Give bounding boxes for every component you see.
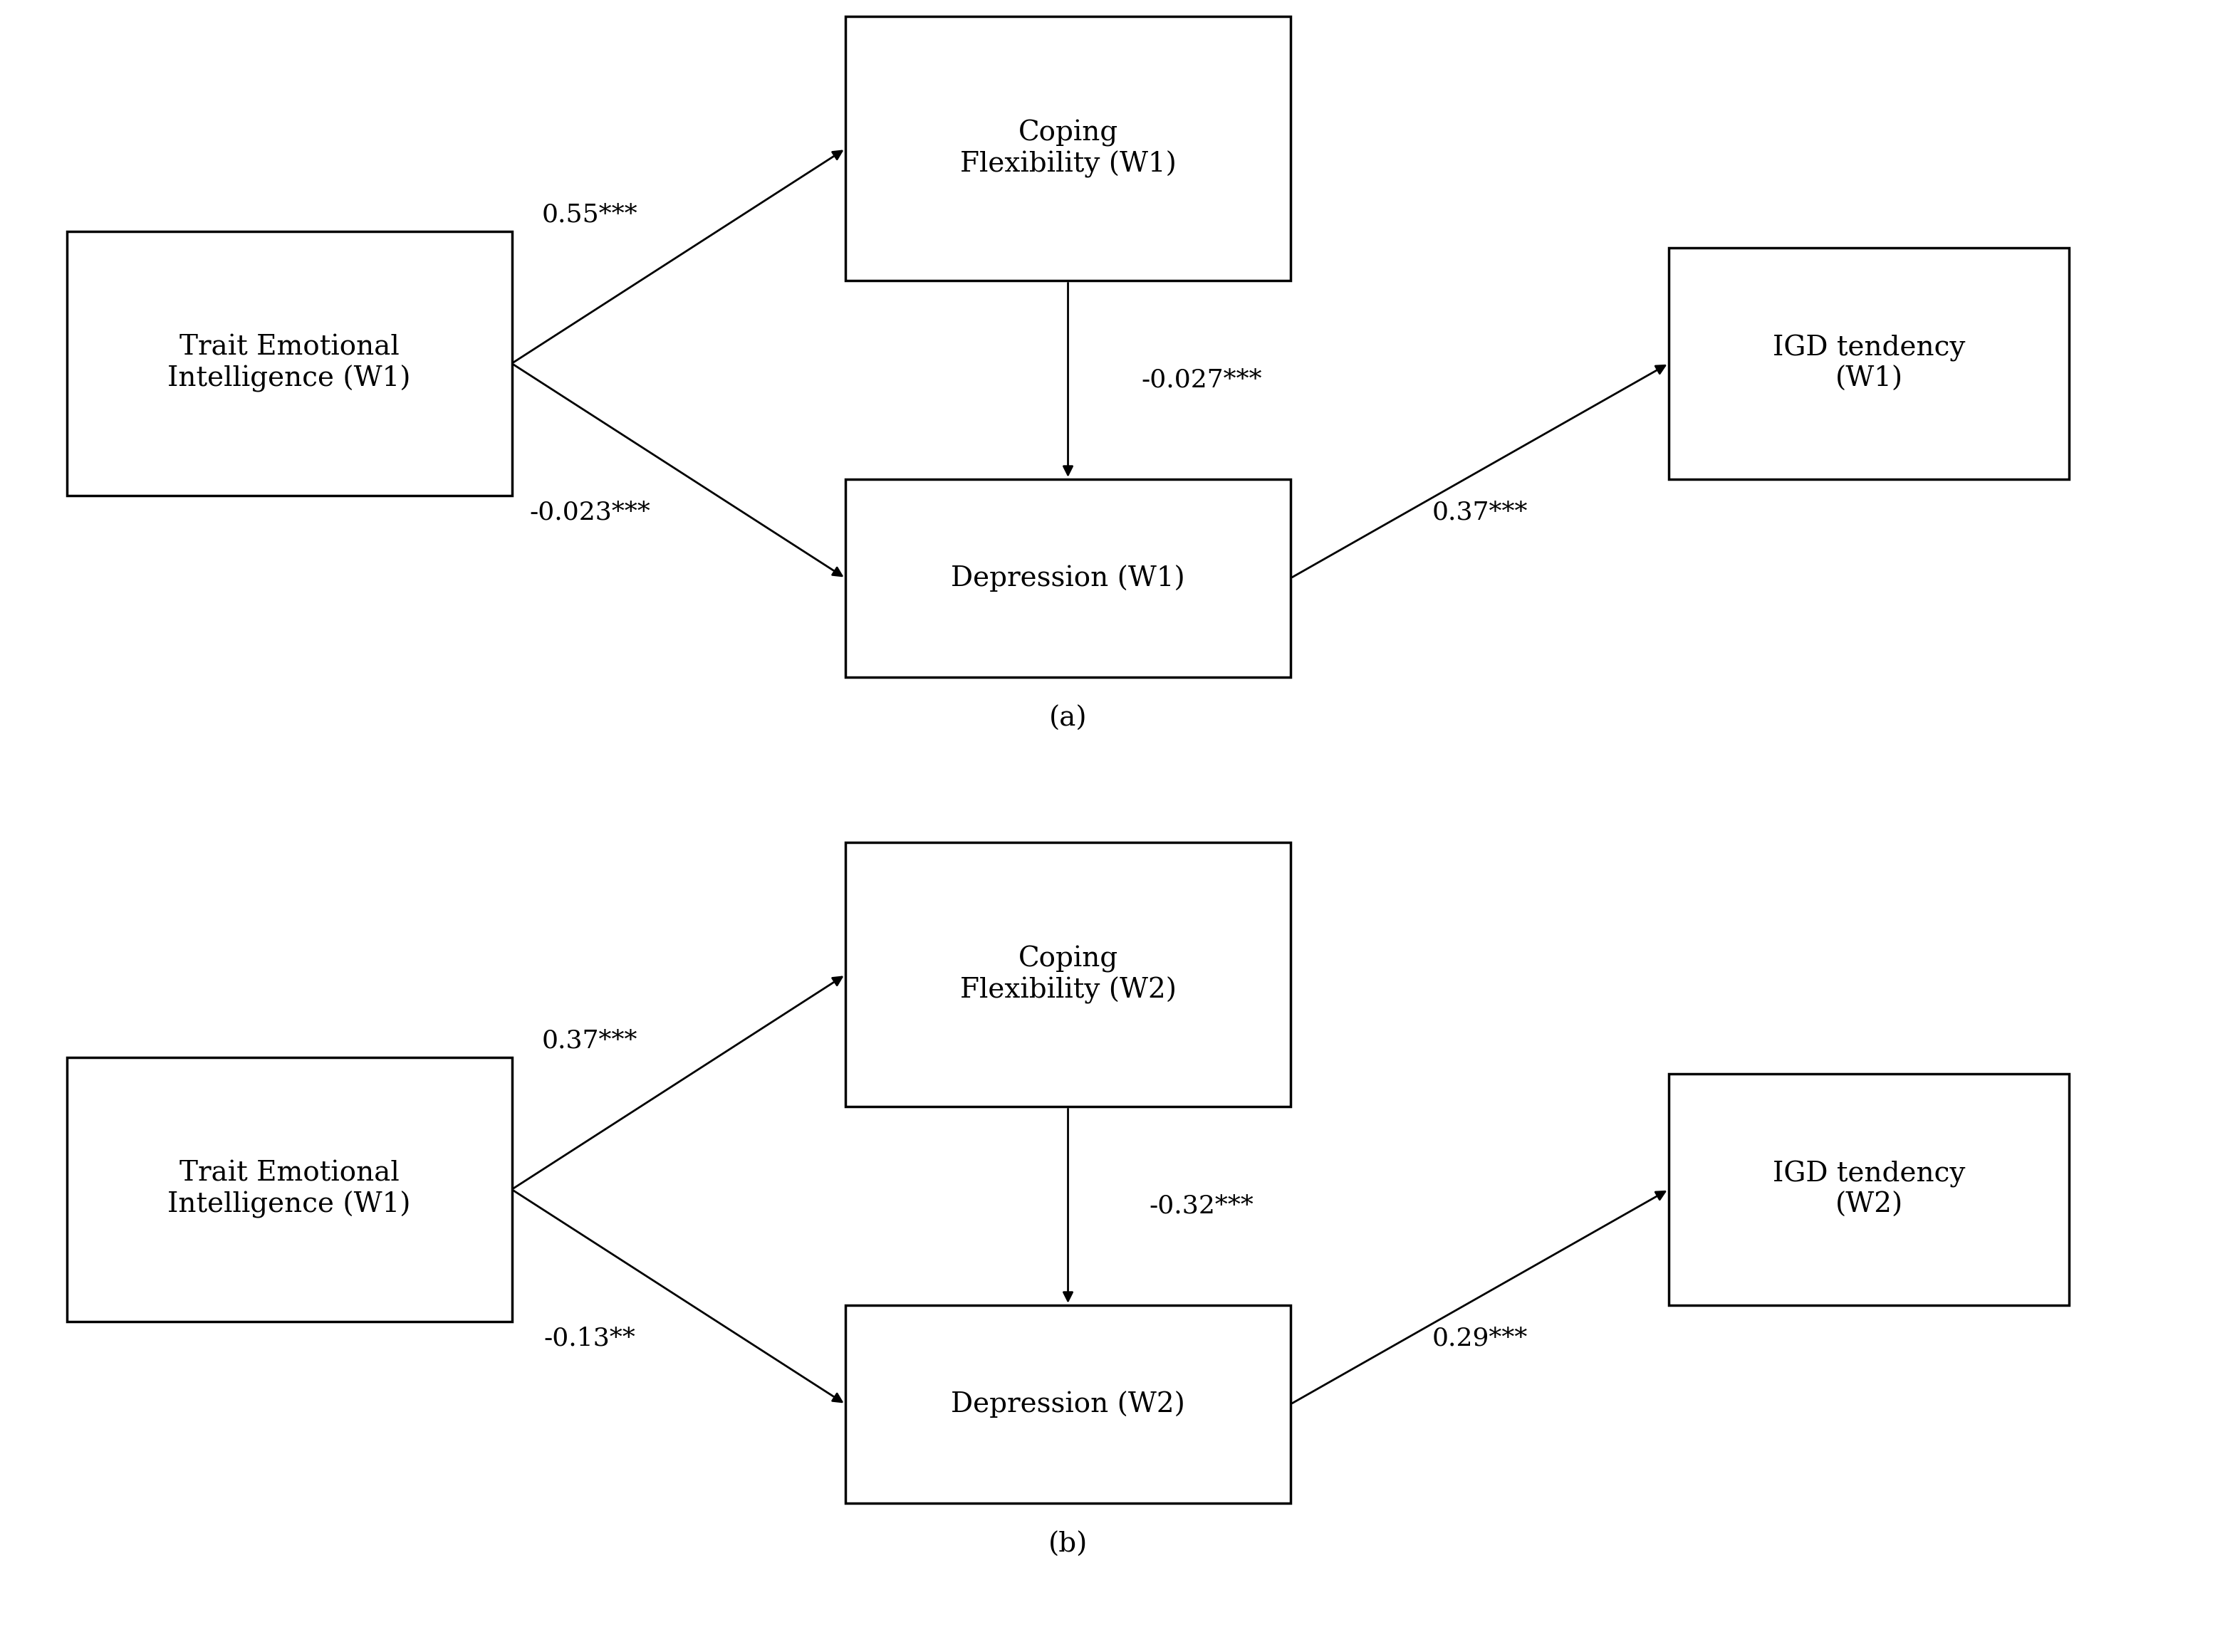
- Text: 0.37***: 0.37***: [541, 1029, 639, 1052]
- Text: 0.37***: 0.37***: [1431, 501, 1529, 524]
- Bar: [846, 479, 1290, 677]
- Text: -0.027***: -0.027***: [1141, 368, 1262, 392]
- Text: -0.32***: -0.32***: [1148, 1194, 1255, 1218]
- Bar: [67, 1057, 512, 1322]
- Text: Coping
Flexibility (W2): Coping Flexibility (W2): [959, 945, 1177, 1004]
- Bar: [67, 231, 512, 496]
- Text: Trait Emotional
Intelligence (W1): Trait Emotional Intelligence (W1): [167, 1160, 412, 1219]
- Bar: [846, 1305, 1290, 1503]
- Bar: [1669, 248, 2069, 479]
- Text: IGD tendency
(W1): IGD tendency (W1): [1773, 335, 1965, 392]
- Bar: [846, 17, 1290, 281]
- Text: (b): (b): [1048, 1531, 1088, 1558]
- Text: -0.023***: -0.023***: [530, 501, 650, 524]
- Text: -0.13**: -0.13**: [543, 1327, 636, 1350]
- Text: 0.55***: 0.55***: [541, 203, 639, 226]
- Text: Depression (W1): Depression (W1): [950, 565, 1186, 591]
- Text: Coping
Flexibility (W1): Coping Flexibility (W1): [959, 119, 1177, 178]
- Text: (a): (a): [1048, 705, 1088, 732]
- Text: Trait Emotional
Intelligence (W1): Trait Emotional Intelligence (W1): [167, 334, 412, 393]
- Text: 0.29***: 0.29***: [1431, 1327, 1529, 1350]
- Bar: [846, 843, 1290, 1107]
- Text: IGD tendency
(W2): IGD tendency (W2): [1773, 1161, 1965, 1218]
- Bar: [1669, 1074, 2069, 1305]
- Text: Depression (W2): Depression (W2): [950, 1391, 1186, 1417]
